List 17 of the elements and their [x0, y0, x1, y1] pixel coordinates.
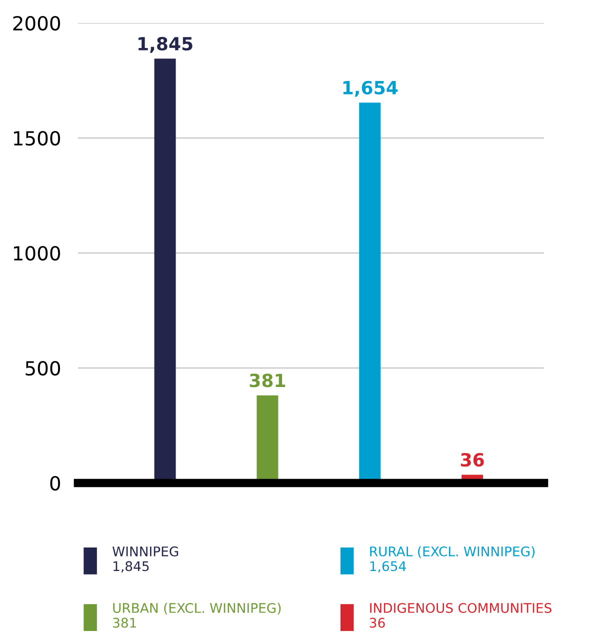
text: 1,845 [114, 561, 149, 573]
data-label: 1,845 [138, 36, 192, 53]
text: 1,654 [370, 561, 406, 573]
y-tick-label: 2000 [13, 16, 60, 31]
data-label: 381 [250, 374, 286, 388]
legend-label: RURAL (EXCL. WINNIPEG) [370, 546, 535, 558]
y-tick-label: 1500 [14, 130, 60, 146]
data-label: 1,654 [343, 80, 398, 97]
data-label: 36 [460, 452, 484, 467]
text: WINNIPEG [112, 546, 178, 556]
y-tick-label: 0 [50, 476, 60, 491]
text: INDIGENOUS COMMUNITIES [370, 602, 552, 613]
y-tick-label: 1000 [14, 246, 60, 261]
y-tick-label: 500 [26, 360, 60, 376]
text: 381 [113, 618, 136, 628]
text: 36 [370, 618, 385, 628]
legend-label: URBAN (EXCL. WINNIPEG) [113, 602, 281, 615]
